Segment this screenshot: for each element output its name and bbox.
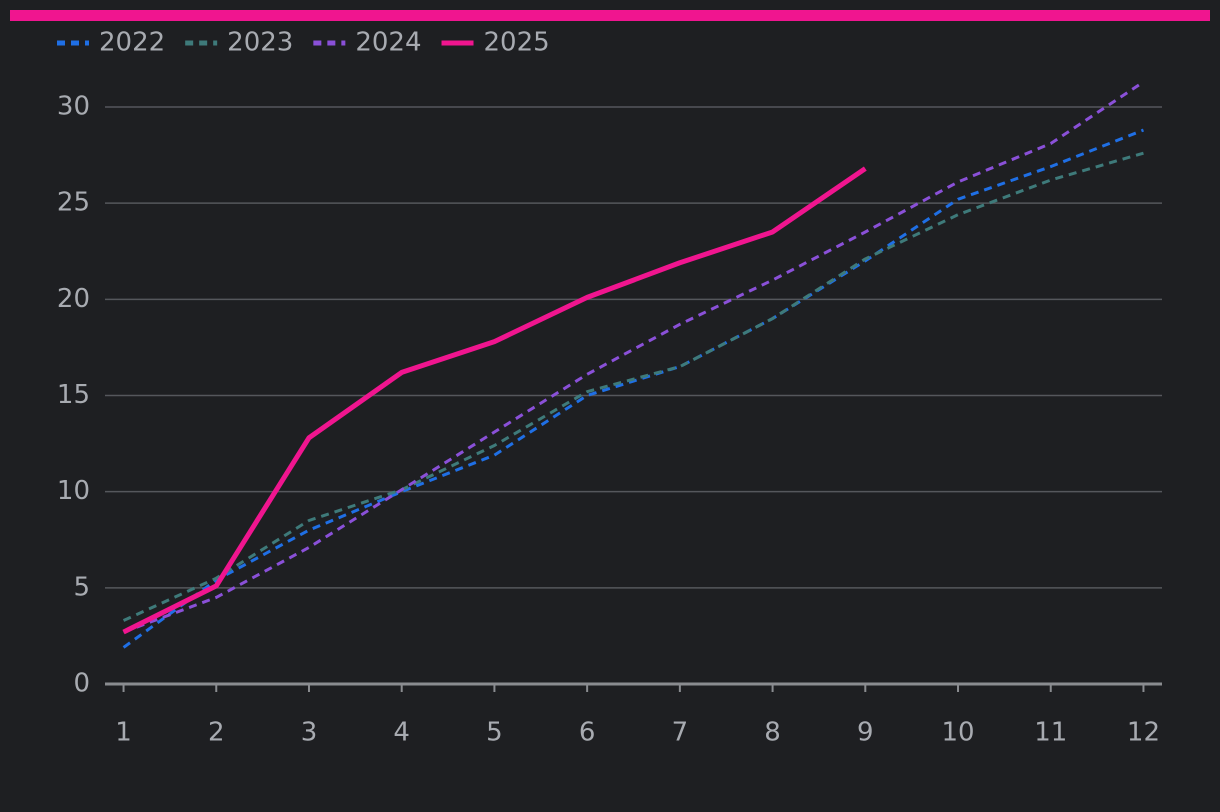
y-tick-label: 25 bbox=[57, 188, 90, 218]
legend-label: 2025 bbox=[484, 28, 550, 58]
x-tick-label: 2 bbox=[208, 718, 225, 748]
y-tick-label: 30 bbox=[57, 91, 90, 121]
y-tick-label: 15 bbox=[57, 380, 90, 410]
y-tick-label: 0 bbox=[73, 669, 90, 699]
x-tick-label: 4 bbox=[393, 718, 410, 748]
legend-label: 2024 bbox=[355, 28, 421, 58]
x-tick-label: 3 bbox=[301, 718, 318, 748]
x-tick-label: 10 bbox=[941, 718, 974, 748]
series-line bbox=[122, 166, 867, 635]
x-tick-label: 9 bbox=[857, 718, 874, 748]
x-tick-label: 8 bbox=[764, 718, 781, 748]
x-tick-label: 6 bbox=[579, 718, 596, 748]
x-tick-label: 12 bbox=[1127, 718, 1160, 748]
series-line bbox=[122, 151, 1144, 622]
series-line bbox=[122, 128, 1145, 649]
legend-label: 2023 bbox=[227, 28, 293, 58]
accent-bar bbox=[10, 10, 1210, 21]
legend-label: 2022 bbox=[99, 28, 165, 58]
x-tick-label: 1 bbox=[115, 718, 132, 748]
y-tick-label: 5 bbox=[73, 572, 90, 602]
y-tick-label: 20 bbox=[57, 284, 90, 314]
x-tick-label: 7 bbox=[672, 718, 689, 748]
x-tick-label: 5 bbox=[486, 718, 503, 748]
y-tick-label: 10 bbox=[57, 476, 90, 506]
x-tick-label: 11 bbox=[1034, 718, 1067, 748]
series-line bbox=[123, 80, 1145, 634]
